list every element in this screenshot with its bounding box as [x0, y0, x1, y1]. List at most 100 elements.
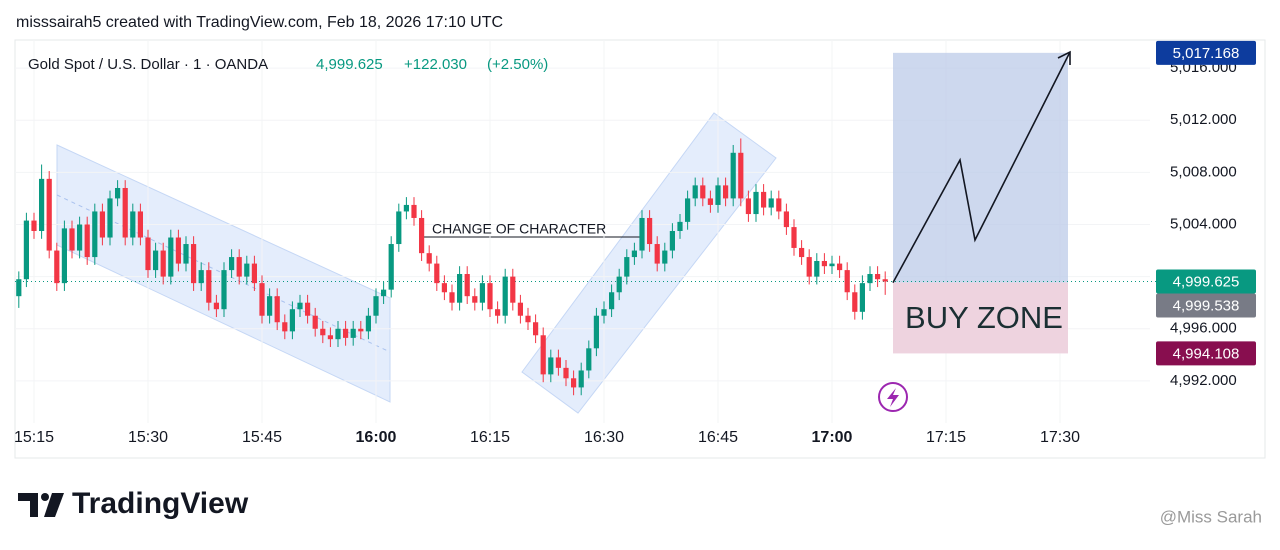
- candle: [130, 203, 136, 246]
- candle: [350, 320, 356, 346]
- candle-body: [373, 296, 379, 316]
- candle: [419, 210, 425, 261]
- candle: [563, 360, 569, 387]
- candle-body: [221, 270, 227, 310]
- candle: [783, 203, 789, 235]
- candle-body: [365, 315, 371, 332]
- candle: [54, 242, 60, 291]
- candle-body: [540, 335, 546, 375]
- candle-body: [730, 152, 736, 199]
- candle: [502, 268, 508, 324]
- candle: [305, 294, 311, 324]
- candle: [168, 229, 174, 285]
- candle-body: [350, 328, 356, 338]
- x-tick-label: 17:00: [812, 429, 853, 446]
- candle: [517, 294, 523, 324]
- candle-body: [115, 187, 121, 199]
- candle: [753, 184, 759, 222]
- candle-body: [305, 302, 311, 316]
- candle-body: [472, 296, 478, 303]
- candle: [259, 275, 265, 324]
- candle: [191, 236, 197, 291]
- projection-arrow: [892, 51, 1071, 284]
- candle: [388, 236, 394, 298]
- candle: [814, 253, 820, 285]
- candle-body: [571, 378, 577, 388]
- candle: [441, 275, 447, 301]
- candle: [837, 255, 843, 278]
- attribution: misssairah5 created with TradingView.com…: [16, 14, 503, 31]
- y-tick-label: 4,996.000: [1170, 320, 1237, 337]
- candle-body: [54, 250, 60, 284]
- candle-body: [160, 250, 166, 277]
- candle: [343, 320, 349, 346]
- candle-body: [16, 279, 22, 297]
- candle-body: [137, 211, 143, 238]
- candle-body: [312, 315, 318, 329]
- candle: [578, 362, 584, 396]
- target-zone: [893, 52, 1068, 283]
- candle-body: [335, 328, 341, 340]
- candle: [297, 294, 303, 318]
- candle: [335, 320, 341, 348]
- candle: [153, 242, 159, 278]
- candle: [434, 255, 440, 291]
- candle-body: [776, 198, 782, 212]
- candle-body: [229, 257, 235, 271]
- candle: [829, 255, 835, 275]
- candle-body: [578, 370, 584, 388]
- candle-body: [654, 244, 660, 264]
- candle-body: [685, 198, 691, 222]
- candle: [806, 249, 812, 285]
- candle: [495, 301, 501, 324]
- candle: [799, 240, 805, 265]
- candle: [16, 271, 22, 308]
- candle: [39, 164, 45, 239]
- candle: [107, 190, 113, 246]
- candle: [251, 255, 257, 291]
- candle: [487, 275, 493, 318]
- candle-body: [707, 198, 713, 205]
- candle-body: [61, 228, 67, 284]
- brand-name: TradingView: [72, 487, 249, 520]
- candle: [84, 216, 90, 265]
- price-label-box: [1156, 269, 1256, 294]
- candle: [145, 229, 151, 278]
- candle: [213, 294, 219, 318]
- candle-body: [601, 309, 607, 316]
- candle-body: [745, 198, 751, 215]
- candle-body: [175, 237, 181, 264]
- candle-body: [510, 276, 516, 303]
- candle-body: [327, 335, 333, 340]
- candle: [320, 320, 326, 344]
- candle-body: [31, 220, 37, 231]
- candle: [867, 266, 873, 291]
- candle: [282, 314, 288, 340]
- candle-body: [821, 260, 827, 267]
- candle-body: [806, 257, 812, 277]
- candle: [221, 262, 227, 318]
- candle-body: [244, 263, 250, 277]
- candle: [859, 275, 865, 320]
- candle: [403, 197, 409, 220]
- candle-body: [426, 253, 432, 264]
- candle-body: [381, 289, 387, 297]
- candle-body: [692, 185, 698, 199]
- candle-body: [396, 211, 402, 245]
- candle: [464, 266, 470, 304]
- price-change: +122.030: [404, 56, 467, 73]
- candle-body: [107, 198, 113, 238]
- candle-body: [829, 263, 835, 267]
- candle-body: [434, 263, 440, 284]
- candle: [616, 268, 622, 301]
- buy-zone-label: BUY ZONE: [905, 300, 1063, 335]
- candle: [510, 268, 516, 311]
- candle: [533, 314, 539, 344]
- candle-body: [639, 217, 645, 251]
- candle-body: [183, 244, 189, 264]
- candle-body: [609, 292, 615, 310]
- candle-body: [479, 283, 485, 303]
- candle-body: [145, 237, 151, 271]
- x-tick-label: 17:30: [1040, 429, 1080, 446]
- candle: [358, 320, 364, 340]
